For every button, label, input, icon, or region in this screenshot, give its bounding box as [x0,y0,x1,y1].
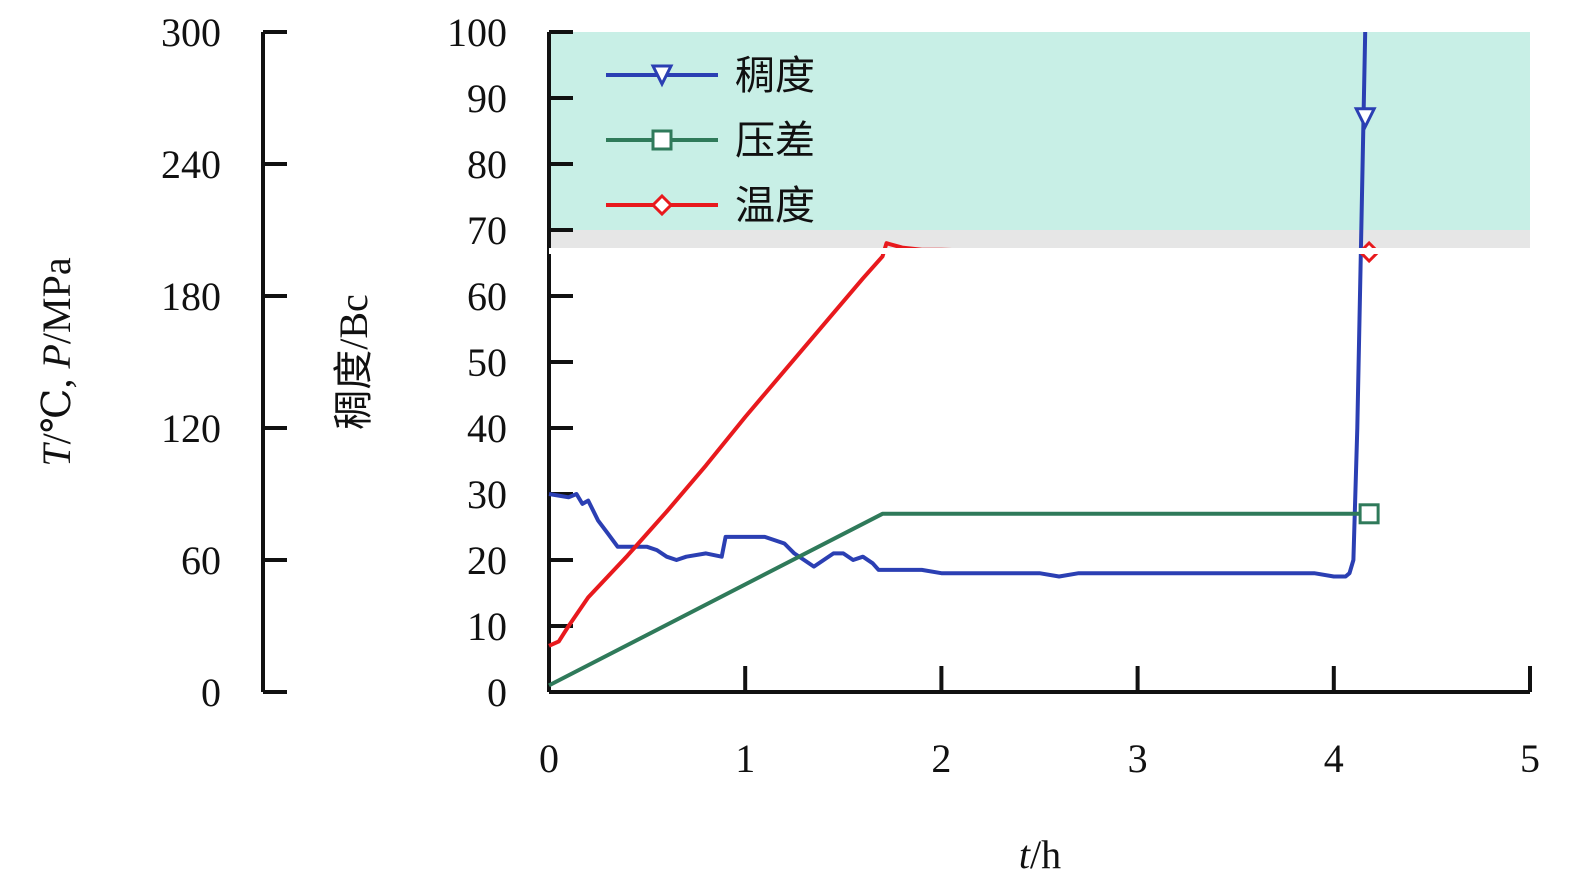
outer-axis-title: T/℃, P/MPa [34,257,79,466]
inner-y-tick-label: 60 [467,274,507,319]
x-tick-label: 1 [735,736,755,781]
series-line-2 [548,241,1370,648]
x-tick-label: 5 [1520,736,1540,781]
inner-y-tick-label: 10 [467,604,507,649]
outer-y-tick-label: 240 [161,142,221,187]
shaded-region [549,32,1530,230]
inner-y-tick-label: 90 [467,76,507,121]
outer-y-tick-label: 0 [201,670,221,715]
outer-axis-title-unit-mpa: /MPa [34,257,79,344]
outer-y-tick-label: 300 [161,10,221,55]
x-tick-label: 2 [931,736,951,781]
legend-label-1: 压差 [735,118,815,163]
inner-y-tick-label: 80 [467,142,507,187]
x-axis-title-var: t [1019,832,1031,877]
inner-y-tick-label: 40 [467,406,507,451]
legend-swatch-marker-1 [651,129,673,151]
axes [261,30,1532,694]
series-marker-1 [1358,503,1380,525]
x-axis-title-unit: /h [1030,832,1061,877]
outer-axis-title-unit-c: /℃, [34,369,79,445]
legend-swatch-marker-0 [650,64,674,88]
tick-labels: 0 60 120 180 240 300 0 10 20 30 40 50 60 70 80 90 100 0 1 2… [161,10,1540,781]
x-tick-label: 0 [539,736,559,781]
inner-y-tick-label: 50 [467,340,507,385]
series-line-1 [548,511,1370,688]
outer-y-tick-label: 180 [161,274,221,319]
series-marker-0 [1353,107,1377,131]
inner-y-tick-label: 0 [487,670,507,715]
outer-y-tick-label: 120 [161,406,221,451]
inner-y-tick-label: 70 [467,208,507,253]
x-tick-label: 4 [1324,736,1344,781]
inner-y-tick-label: 100 [447,10,507,55]
legend-label-2: 温度 [735,183,815,228]
x-axis-title: t/h [1019,832,1061,877]
outer-y-tick-label: 60 [181,538,221,583]
inner-axis-title: 稠度/Bc [331,294,376,430]
inner-y-tick-label: 30 [467,472,507,517]
x-tick-label: 3 [1128,736,1148,781]
inner-y-tick-label: 20 [467,538,507,583]
legend-swatch-marker-2 [650,193,674,217]
outer-axis-title-var-p: P [34,344,79,369]
legend-label-0: 稠度 [735,53,815,98]
series-line-0 [548,31,1368,579]
outer-axis-title-var-t: T [34,442,79,467]
shaded-region-gap [549,248,1530,254]
